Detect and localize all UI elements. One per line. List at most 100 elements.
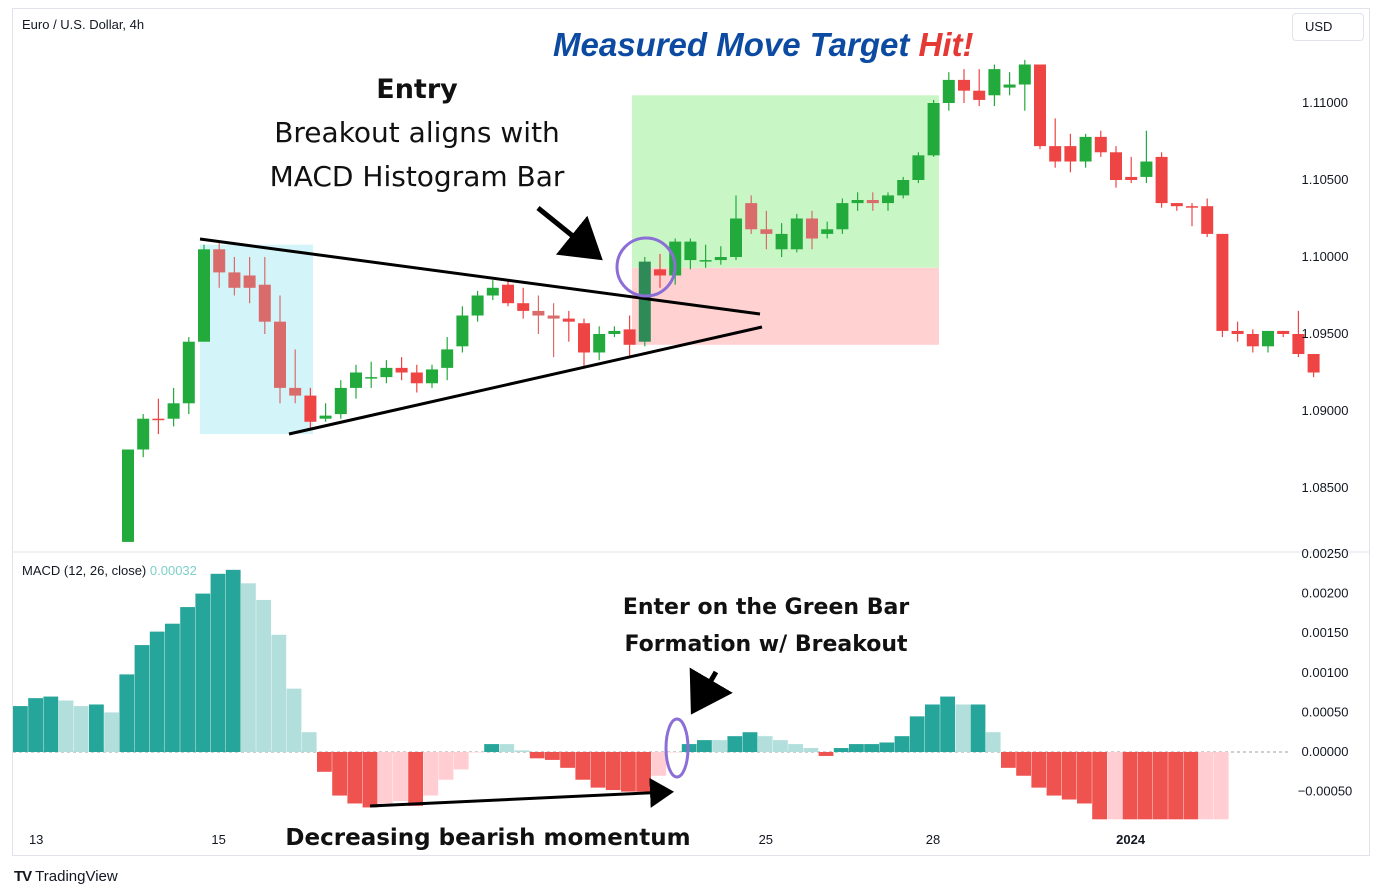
macd-tick-label: −0.00050 [1298, 784, 1353, 799]
candle-body [1003, 84, 1016, 88]
candle-body [699, 260, 712, 262]
candle [167, 387, 180, 427]
macd-histogram-bar [89, 704, 104, 752]
candle-body [806, 218, 818, 239]
macd-histogram-bar [773, 740, 788, 752]
price-tick-label: 1.08500 [1302, 480, 1349, 495]
candle [1246, 329, 1259, 353]
candle-body [730, 218, 742, 257]
candle-body [1110, 152, 1122, 180]
macd-histogram-bar [165, 623, 180, 752]
candle-body [851, 200, 864, 204]
candle [532, 295, 545, 334]
macd-histogram-bar [666, 752, 682, 753]
candle-body [1216, 233, 1229, 331]
macd-histogram-bar [73, 706, 89, 752]
price-tick-label: 1.10500 [1302, 172, 1349, 187]
candle [897, 176, 910, 199]
macd-title: MACD (12, 26, close) [22, 563, 147, 578]
macd-histogram-bar [1213, 752, 1229, 820]
macd-histogram-bar [590, 752, 606, 788]
candle [973, 69, 986, 107]
time-tick-label: 25 [759, 832, 773, 847]
tradingview-logo[interactable]: TV TradingView [14, 868, 118, 885]
macd-histogram-bar [149, 631, 165, 752]
macd-histogram-bar [864, 744, 879, 752]
candle-body [334, 387, 347, 415]
candle [426, 364, 438, 388]
candle [137, 414, 150, 458]
momentum-arrow [369, 777, 674, 808]
time-tick-label: 2024 [1116, 832, 1146, 847]
candle [1170, 203, 1183, 211]
candle-body [866, 200, 879, 204]
candle-body [122, 449, 134, 542]
macd-histogram-bar [636, 752, 651, 792]
price-tick-label: 1.10000 [1302, 249, 1349, 264]
macd-histogram-bar [134, 645, 150, 752]
macd-tick-label: 0.00250 [1302, 546, 1349, 561]
candle [395, 357, 408, 381]
candle [1155, 152, 1168, 208]
candle [365, 361, 378, 388]
candle-body [562, 318, 575, 322]
candle [714, 246, 727, 265]
candle-body [1277, 330, 1290, 334]
candle-body [593, 334, 606, 353]
candle-body [1170, 203, 1183, 207]
candle [760, 210, 773, 250]
chart-annotation-title: Measured Move Target Hit! [553, 26, 974, 63]
macd-histogram-bar [879, 742, 895, 752]
macd-histogram-bar [940, 696, 955, 752]
candle [1079, 133, 1092, 168]
tradingview-logo-text: TradingView [35, 868, 118, 885]
candle-body [654, 269, 666, 276]
candle-body [213, 249, 226, 273]
macd-histogram-bar [529, 752, 545, 759]
macd-histogram-bar [1031, 752, 1047, 788]
macd-tick-label: 0.00000 [1302, 744, 1349, 759]
candle-body [1018, 64, 1031, 85]
candle [1307, 354, 1320, 378]
entry-arrow [536, 206, 603, 261]
candle-body [927, 103, 940, 156]
candle [258, 257, 271, 334]
candle-body [1307, 354, 1320, 373]
candle [912, 152, 925, 184]
macd-histogram-bar [651, 752, 667, 776]
macd-histogram-bar [180, 607, 195, 752]
candle-body [1246, 334, 1259, 347]
macd-histogram-bar [894, 736, 910, 752]
candle [866, 192, 879, 211]
candle [380, 360, 393, 384]
entry-title: Entry [376, 74, 458, 105]
candle [1064, 133, 1077, 173]
candle [441, 337, 454, 381]
macd-histogram-bar [332, 752, 347, 796]
macd-histogram-bar [788, 744, 803, 752]
macd-tick-label: 0.00150 [1302, 625, 1349, 640]
macd-histogram-bar [347, 752, 363, 804]
currency-button[interactable]: USD [1292, 13, 1364, 41]
macd-histogram-bar [621, 752, 636, 792]
macd-histogram-bar [28, 698, 43, 752]
macd-indicator-label[interactable]: MACD (12, 26, close) 0.00032 [22, 563, 197, 578]
candle-body [426, 369, 438, 384]
macd-histogram-bar [925, 704, 940, 752]
candle [182, 337, 195, 415]
candle-body [897, 180, 910, 196]
candle [836, 198, 849, 234]
macd-histogram-bar [241, 583, 256, 752]
candle-body [1140, 161, 1153, 177]
macd-histogram-bar [43, 696, 59, 752]
candle [562, 310, 575, 342]
candle [243, 257, 256, 304]
candle [958, 69, 970, 103]
stop-loss-zone [632, 267, 939, 345]
green-bar-ellipse [664, 717, 690, 779]
candle-body [836, 203, 849, 230]
macd-histogram-bar [195, 593, 211, 752]
entry-line-2: MACD Histogram Bar [270, 160, 565, 193]
